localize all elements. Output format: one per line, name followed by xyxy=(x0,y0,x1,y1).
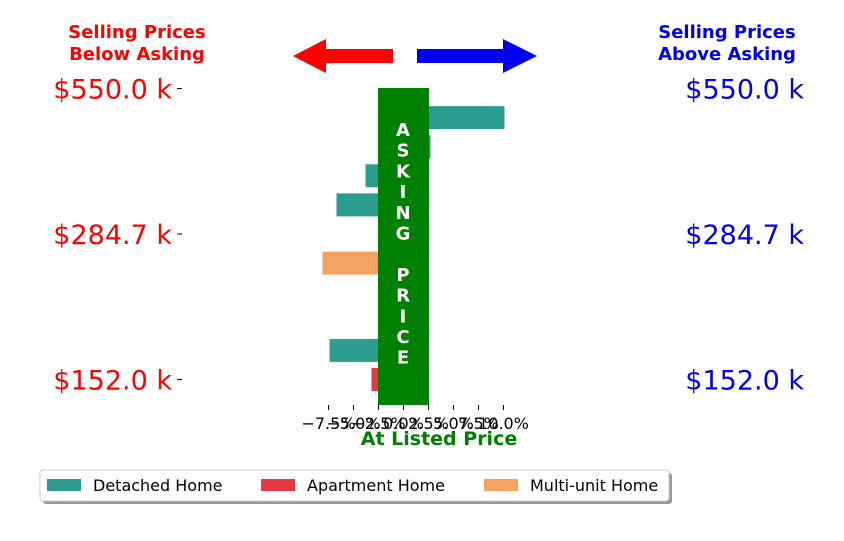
x-tick-label: −2.5% xyxy=(351,414,405,433)
legend: Detached Home Apartment Home Multi-unit Ho… xyxy=(39,469,672,504)
x-tick-label: 2.5% xyxy=(408,414,449,433)
x-tick-label: 5.0% xyxy=(433,414,474,433)
asking-letter: N xyxy=(395,203,410,224)
price-labels: $550.0 k $550.0 k $284.7 k $284.7 k $152.0 k… xyxy=(53,75,804,397)
left-arrow-icon xyxy=(293,39,393,73)
price-label-left: $284.7 k xyxy=(53,220,172,251)
price-label-right: $152.0 k xyxy=(685,366,804,397)
asking-letter: I xyxy=(400,306,407,327)
x-axis-label: At Listed Price xyxy=(361,428,517,450)
asking-letter: R xyxy=(396,286,410,307)
legend-box xyxy=(39,469,670,502)
legend-label: Apartment Home xyxy=(307,476,445,495)
legend-label: Detached Home xyxy=(93,476,223,495)
x-tick-label: −7.5% xyxy=(301,414,355,433)
header-above-line2: Above Asking xyxy=(658,44,796,65)
legend-label: Multi-unit Home xyxy=(530,476,658,495)
asking-letter: E xyxy=(397,348,409,369)
asking-letter: C xyxy=(396,327,409,348)
price-label-left: $152.0 k xyxy=(53,366,172,397)
asking-letter: G xyxy=(396,224,411,245)
header-below-line1: Selling Prices xyxy=(68,22,205,43)
x-axis-ticks: −7.5%−5.0%−2.5%0.0%2.5%5.0%7.5%10.0% xyxy=(301,405,529,433)
legend-swatch xyxy=(47,479,81,491)
x-tick-label: 7.5% xyxy=(458,414,499,433)
asking-letter: A xyxy=(396,120,410,141)
asking-price-column xyxy=(378,88,429,405)
x-tick-label: −5.0% xyxy=(326,414,380,433)
price-label-right: $550.0 k xyxy=(685,75,804,106)
asking-letter: I xyxy=(400,182,407,203)
right-arrow-icon xyxy=(417,39,537,73)
price-label-left: $550.0 k xyxy=(53,75,172,106)
header-below-line2: Below Asking xyxy=(69,44,205,65)
x-tick-label: 10.0% xyxy=(478,414,529,433)
asking-letter: S xyxy=(397,141,410,162)
legend-swatch xyxy=(261,479,295,491)
header-above-line1: Selling Prices xyxy=(658,22,795,43)
asking-letter: K xyxy=(396,161,411,182)
asking-letter: P xyxy=(396,265,409,286)
price-label-right: $284.7 k xyxy=(685,220,804,251)
x-tick-label: 0.0% xyxy=(383,414,424,433)
legend-swatch xyxy=(484,479,518,491)
